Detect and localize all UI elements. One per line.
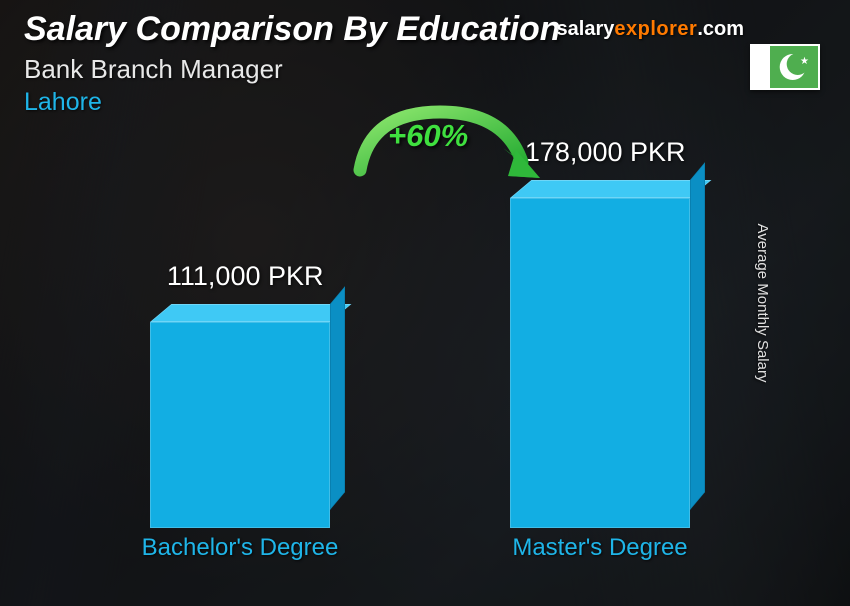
brand-part2: explorer: [614, 18, 697, 40]
flag-stripe: [752, 46, 770, 88]
flag-field: ★: [770, 46, 818, 88]
bar-masters: 178,000 PKR Master's Degree: [500, 198, 700, 528]
bar-front-face: [150, 322, 330, 528]
bar-side-face: [690, 162, 705, 510]
bar-side-face: [330, 286, 345, 510]
increase-arrow-icon: [340, 100, 550, 210]
bar-value: 111,000 PKR: [115, 261, 375, 292]
page-title: Salary Comparison By Education: [24, 10, 561, 49]
page-location: Lahore: [24, 88, 102, 117]
flag-star-icon: ★: [800, 56, 809, 67]
bar-label: Bachelor's Degree: [100, 534, 380, 562]
delta-badge: +60%: [388, 118, 468, 154]
bar-front-face: [510, 198, 690, 528]
bar-top-face: [150, 304, 351, 322]
bar-bachelors: 111,000 PKR Bachelor's Degree: [140, 322, 340, 528]
content-layer: Salary Comparison By Education Bank Bran…: [0, 0, 850, 606]
bar-3d: [510, 198, 690, 528]
brand-logo: salaryexplorer.com: [557, 18, 744, 41]
bar-label: Master's Degree: [460, 534, 740, 562]
brand-part1: salary: [557, 18, 615, 40]
flag-icon: ★: [750, 44, 820, 90]
page-subtitle: Bank Branch Manager: [24, 54, 283, 85]
bar-3d: [150, 322, 330, 528]
brand-suffix: .com: [697, 18, 744, 40]
